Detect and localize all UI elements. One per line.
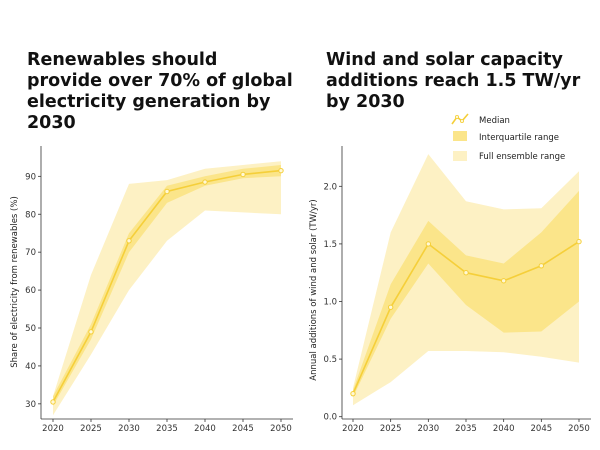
interquartile-band [353,190,579,398]
y-tick-label: 70 [25,248,36,258]
y-tick-label: 80 [25,210,36,220]
chart-right: 2020 2025 2030 2035 2040 2045 2050 0.0 0.5 1.0 1.5… [309,146,591,434]
full-range-band [53,161,281,416]
x-tick-label: 2030 [418,424,440,434]
legend-median-point [454,115,459,120]
x-tick-label: 2025 [80,424,102,434]
x-tick-label: 2045 [232,424,254,434]
chart-title-right: Wind and solar capacity additions reach … [326,50,581,112]
x-tick-label: 2030 [118,424,140,434]
median-point [202,179,208,185]
median-point [387,304,394,310]
y-tick-label: 2.0 [323,182,337,192]
x-tick-label: 2045 [531,424,553,434]
median-point [500,278,507,284]
x-tick-label: 2035 [455,424,477,434]
y-tick-label: 1.0 [323,298,337,308]
y-axis-label: Annual additions of wind and solar (TW/y… [309,199,319,380]
y-tick-label: 0.0 [323,413,337,423]
x-tick-label: 2020 [342,424,364,434]
median-point [576,238,582,245]
legend-median-swatch [451,113,469,125]
x-tick-label: 2040 [493,424,515,434]
median-point [164,188,170,195]
y-tick-label: 40 [25,362,36,372]
legend-median-point [459,119,464,124]
median-point [463,270,469,276]
median-point [425,241,432,247]
median-point [278,167,284,174]
chart-left: 2020 2025 2030 2035 2040 2045 2050 30 40 50 60 70 80… [10,146,293,434]
legend-median-label: Median [479,116,510,126]
chart-title-left: Renewables should provide over 70% of gl… [27,50,293,133]
y-tick-label: 0.5 [323,355,337,365]
legend-iqr-label: Interquartile range [479,133,559,143]
median-point [350,390,356,397]
median-point [538,263,545,269]
y-tick-label: 30 [25,400,36,410]
median-point [126,238,132,244]
y-tick-label: 90 [25,172,36,182]
legend-full-swatch [453,151,467,161]
legend-full-label: Full ensemble range [479,152,565,162]
x-tick-label: 2035 [156,424,178,434]
x-tick-label: 2025 [380,424,402,434]
y-tick-label: 1.5 [323,240,337,250]
median-point [50,399,56,405]
legend: Median Interquartile range Full ensemble r… [451,113,565,162]
x-tick-label: 2040 [194,424,216,434]
median-point [240,171,246,178]
y-tick-label: 50 [25,324,36,334]
x-tick-label: 2020 [42,424,64,434]
y-tick-label: 60 [25,286,36,296]
x-tick-label: 2050 [270,424,292,434]
median-point [88,329,94,335]
y-axis-label: Share of electricity from renewables (%) [10,196,20,368]
legend-iqr-swatch [453,131,467,141]
x-tick-label: 2050 [568,424,590,434]
